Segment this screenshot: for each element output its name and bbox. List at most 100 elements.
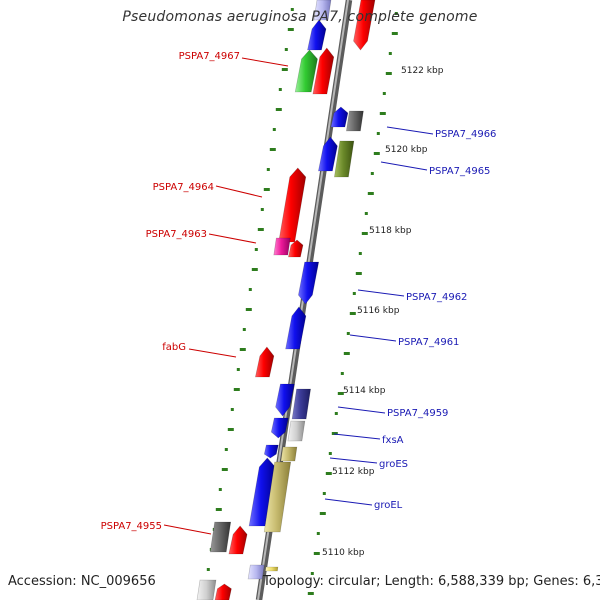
tick-dot — [227, 428, 234, 431]
tick-dot — [242, 328, 246, 331]
gene-feature-arrow — [280, 446, 298, 462]
gene-feature-arrow — [334, 140, 355, 178]
gene-feature-arrow — [275, 383, 295, 417]
gene-feature-arrow — [288, 239, 304, 258]
tick-dot — [206, 568, 210, 571]
tick-dot — [364, 212, 368, 215]
gene-feature-arrow — [313, 0, 332, 21]
gene-feature-arrow — [214, 583, 232, 600]
accession-text: Accession: NC_009656 — [8, 574, 156, 589]
gene-feature-arrow — [346, 110, 364, 132]
tick-dot — [263, 188, 270, 191]
gene-label: PSPA7_4959 — [387, 408, 448, 419]
tick-dot — [257, 228, 264, 231]
right-dotted-tick-ring — [307, 12, 398, 595]
gene-feature-arrow — [273, 237, 291, 256]
gene-label: PSPA7_4961 — [398, 337, 459, 348]
scale-label: 5120 kbp — [385, 145, 428, 155]
tick-dot — [331, 432, 338, 435]
tick-dot — [278, 88, 282, 91]
gene-feature-arrow — [265, 566, 279, 572]
tick-dot — [346, 332, 350, 335]
tick-dot — [233, 388, 240, 391]
topology-text: Topology: circular; Length: 6,588,339 bp… — [263, 574, 600, 589]
gene-features — [196, 0, 376, 600]
tick-dot — [349, 312, 356, 315]
tick-dot — [385, 72, 392, 75]
gene-feature-arrow — [263, 444, 279, 459]
gene-feature-arrow — [255, 346, 275, 378]
tick-dot — [355, 272, 362, 275]
tick-dot — [251, 268, 258, 271]
tick-dot — [260, 208, 264, 211]
gene-feature-arrow — [298, 261, 320, 305]
gene-label: groEL — [374, 500, 403, 511]
scale-label: 5118 kbp — [369, 226, 412, 236]
tick-dot — [367, 192, 374, 195]
tick-dot — [391, 32, 398, 35]
gene-label: PSPA7_4964 — [153, 182, 214, 193]
tick-dot — [382, 92, 386, 95]
tick-dot — [370, 172, 374, 175]
gene-feature-arrow — [247, 564, 265, 580]
gene-feature-arrow — [312, 47, 335, 95]
tick-dot — [340, 372, 344, 375]
gene-feature-arrow — [318, 136, 338, 172]
gene-feature-arrow — [278, 167, 307, 243]
gene-labels-right: PSPA7_4966 PSPA7_4965 PSPA7_4962 PSPA7_4… — [374, 129, 496, 511]
tick-dot — [236, 368, 240, 371]
gene-feature-arrow — [353, 0, 376, 51]
tick-dot — [224, 448, 228, 451]
gene-label: groES — [379, 459, 408, 470]
tick-dot — [221, 468, 228, 471]
gene-label: fabG — [162, 342, 186, 353]
tick-dot — [215, 508, 222, 511]
tick-dot — [266, 168, 270, 171]
tick-dot — [358, 252, 362, 255]
gene-label: PSPA7_4965 — [429, 166, 490, 177]
tick-dot — [239, 348, 246, 351]
tick-dot — [284, 48, 288, 51]
tick-dot — [275, 108, 282, 111]
tick-dot — [388, 52, 392, 55]
scale-label: 5114 kbp — [343, 386, 386, 396]
tick-dot — [322, 492, 326, 495]
gene-feature-arrow — [270, 417, 289, 439]
tick-dot — [248, 288, 252, 291]
gene-feature-arrow — [294, 49, 318, 93]
scale-label: 5122 kbp — [401, 66, 444, 76]
scale-labels: 5122 kbp 5120 kbp 5118 kbp 5116 kbp 5114… — [322, 66, 444, 558]
tick-dot — [373, 152, 380, 155]
tick-dot — [361, 232, 368, 235]
tick-dot — [245, 308, 252, 311]
tick-dot — [230, 408, 234, 411]
gene-label: fxsA — [382, 435, 404, 446]
gene-feature-arrow — [263, 461, 292, 533]
tick-dot — [272, 128, 276, 131]
tick-dot — [328, 452, 332, 455]
tick-dot — [352, 292, 356, 295]
gene-feature-arrow — [228, 525, 248, 555]
scale-label: 5112 kbp — [332, 467, 375, 477]
gene-feature-arrow — [209, 521, 232, 553]
tick-dot — [310, 572, 314, 575]
gene-label: PSPA7_4962 — [406, 292, 467, 303]
gene-feature-arrow — [307, 19, 327, 51]
tick-dot — [379, 112, 386, 115]
gene-feature-arrow — [196, 579, 217, 600]
gene-feature-arrow — [291, 388, 311, 420]
gene-feature-arrow — [248, 457, 276, 527]
tick-dot — [319, 512, 326, 515]
gene-labels-left: PSPA7_4967 PSPA7_4964 PSPA7_4963 fabG PS… — [101, 51, 240, 532]
tick-dot — [337, 392, 344, 395]
gene-feature-arrow — [330, 106, 349, 128]
gene-label: PSPA7_4955 — [101, 521, 162, 532]
leader-lines — [163, 57, 434, 535]
tick-dot — [376, 132, 380, 135]
tick-dot — [218, 488, 222, 491]
tick-dot — [325, 472, 332, 475]
tick-dot — [313, 552, 320, 555]
gene-label: PSPA7_4966 — [435, 129, 496, 140]
gene-label: PSPA7_4967 — [179, 51, 240, 62]
